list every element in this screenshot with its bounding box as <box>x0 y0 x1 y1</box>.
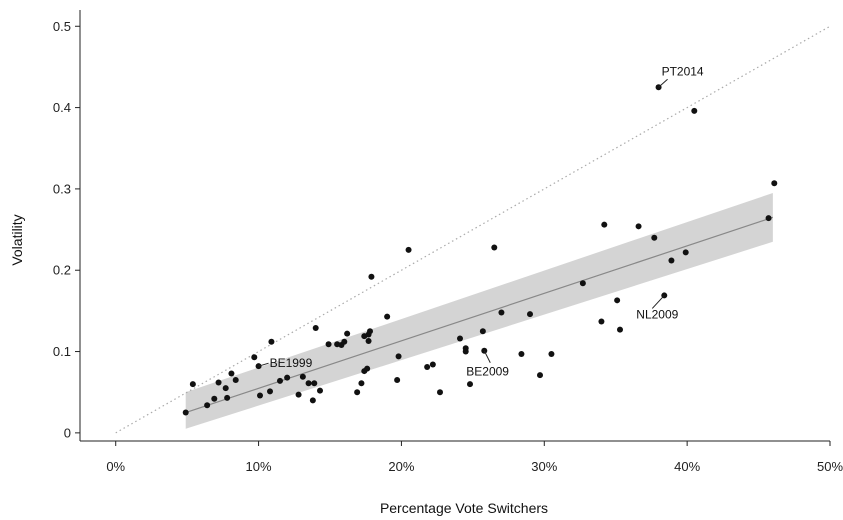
y-tick-label: 0 <box>64 425 71 440</box>
data-point <box>601 221 608 228</box>
y-tick-label: 0.1 <box>53 344 71 359</box>
data-point <box>635 223 642 230</box>
data-point <box>257 392 263 399</box>
data-point <box>651 234 658 241</box>
y-tick-label: 0.4 <box>53 100 71 115</box>
data-point <box>394 377 401 384</box>
data-point <box>479 328 486 335</box>
data-point <box>325 341 332 348</box>
data-point <box>277 377 283 384</box>
x-tick-label: 0% <box>106 459 125 474</box>
plot-area: PT2014 NL2009 BE1999 BE2009 <box>115 25 831 434</box>
data-point <box>617 326 623 333</box>
data-point <box>311 380 318 387</box>
data-point <box>537 372 543 379</box>
y-tick-label: 0.3 <box>53 181 71 196</box>
data-point <box>395 353 402 360</box>
data-point <box>429 361 436 368</box>
data-point <box>312 324 319 331</box>
data-point <box>424 363 431 370</box>
data-point <box>182 409 189 416</box>
data-point <box>215 379 222 386</box>
data-point <box>498 309 505 316</box>
annotation-leader <box>658 78 668 88</box>
data-point <box>527 311 533 318</box>
data-point <box>491 244 498 251</box>
x-tick-label: 50% <box>817 459 843 474</box>
data-point <box>364 365 371 372</box>
data-point <box>299 373 306 380</box>
data-point <box>317 387 323 394</box>
data-point <box>579 280 586 287</box>
data-point <box>462 348 469 355</box>
data-point <box>267 388 273 395</box>
confidence-band <box>185 192 773 429</box>
data-point <box>771 180 778 187</box>
annotation-leader <box>258 362 269 367</box>
data-point <box>341 338 348 345</box>
y-tick-label: 0.5 <box>53 19 71 34</box>
data-point <box>204 402 211 409</box>
x-axis-title: Percentage Vote Switchers <box>380 500 548 516</box>
data-point <box>467 381 473 388</box>
annotation-leader <box>651 295 665 309</box>
data-point <box>367 328 373 335</box>
data-point <box>365 337 372 344</box>
x-tick-label: 10% <box>246 459 272 474</box>
data-point <box>251 354 258 361</box>
data-point <box>228 370 235 377</box>
data-point <box>691 107 698 114</box>
data-point <box>224 394 231 401</box>
annotation-label: BE2009 <box>466 365 509 379</box>
data-point <box>268 338 275 345</box>
annotation-label: NL2009 <box>636 307 678 321</box>
data-point <box>682 249 689 256</box>
data-point <box>189 381 196 388</box>
data-point <box>368 273 375 280</box>
data-point <box>232 377 239 384</box>
data-point <box>518 350 525 357</box>
fit-line <box>185 216 774 414</box>
data-point <box>668 257 675 264</box>
axes: 0% 10% 20% 30% 40% 50% 0 0.1 0.2 0.3 0.4 0.5 <box>53 10 843 474</box>
data-point <box>211 395 218 402</box>
x-tick-label: 40% <box>674 459 700 474</box>
data-point <box>358 380 365 387</box>
y-tick-label: 0.2 <box>53 263 71 278</box>
annotation-leader <box>483 350 491 363</box>
data-point <box>457 335 463 342</box>
data-point <box>548 350 555 357</box>
data-point <box>222 385 229 392</box>
data-point <box>614 297 621 304</box>
data-point <box>437 389 443 396</box>
y-axis-title: Volatility <box>9 214 25 265</box>
data-point <box>305 380 312 387</box>
data-point <box>284 374 291 381</box>
annotation-label: BE1999 <box>270 356 313 370</box>
data-point <box>344 330 351 337</box>
reference-line <box>115 25 831 434</box>
data-point <box>354 389 361 396</box>
annotation-label: PT2014 <box>662 64 704 78</box>
data-point <box>765 215 772 222</box>
x-tick-label: 30% <box>531 459 557 474</box>
x-tick-label: 20% <box>388 459 414 474</box>
data-point <box>384 313 391 320</box>
data-point <box>405 246 412 253</box>
data-point <box>598 318 605 325</box>
data-point <box>295 391 302 398</box>
data-point <box>309 397 316 404</box>
